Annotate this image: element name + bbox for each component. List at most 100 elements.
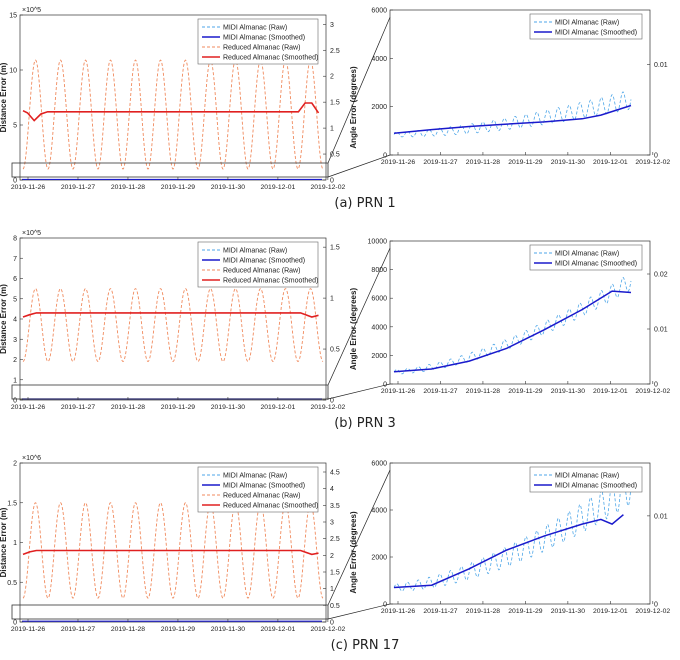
legend-box <box>529 13 643 40</box>
x-tick-label: 2019-11-30 <box>211 184 245 191</box>
x-tick-label: 2019-12-01 <box>593 608 628 615</box>
legend-entry: Reduced Almanac (Smoothed) <box>223 55 318 62</box>
y2-tick-label: 3 <box>330 520 334 527</box>
connector-line <box>327 248 391 386</box>
x-tick-label: 2019-11-28 <box>111 626 145 633</box>
y-tick-label: 3 <box>13 337 17 344</box>
legend-entry: Reduced Almanac (Smoothed) <box>223 278 318 285</box>
series-reduced-smoothed <box>22 102 320 122</box>
caption-prn17: (c) PRN 17 <box>330 638 400 653</box>
legend-entry: MIDI Almanac (Smoothed) <box>555 30 637 37</box>
y-tick-label: 2000 <box>371 353 387 360</box>
y-exponent: ×10^6 <box>22 455 41 462</box>
x-tick-label: 2019-11-29 <box>161 404 195 411</box>
y-tick-label: 6000 <box>371 461 387 468</box>
y-tick-label: 5 <box>13 296 17 303</box>
legend-entry: MIDI Almanac (Smoothed) <box>555 483 637 490</box>
y2-tick-label: 1.5 <box>330 100 340 107</box>
x-tick-label: 2019-11-29 <box>508 608 542 615</box>
y-axis-label: Distance Error (m) <box>0 62 8 132</box>
legend-entry: MIDI Almanac (Raw) <box>223 473 287 480</box>
x-tick-label: 2019-11-28 <box>466 608 500 615</box>
legend-entry: Reduced Almanac (Smoothed) <box>223 503 318 510</box>
y2-tick-label: 0.02 <box>654 272 668 279</box>
x-tick-label: 2019-12-02 <box>635 159 670 166</box>
connector-line <box>327 154 391 178</box>
y2-tick-label: 1 <box>330 296 334 303</box>
y-tick-label: 4 <box>13 317 17 324</box>
y-tick-label: 8 <box>13 236 17 243</box>
y2-axis-label: Angle Error (degrees) <box>349 66 358 149</box>
y-exponent: ×10^5 <box>22 230 41 237</box>
y-tick-label: 1.5 <box>7 500 17 507</box>
x-tick-label: 2019-11-29 <box>508 388 542 395</box>
x-tick-label: 2019-11-29 <box>508 159 542 166</box>
x-tick-label: 2019-11-28 <box>466 159 500 166</box>
y2-tick-label: 0.01 <box>654 327 668 334</box>
chart-zoom-1: 2019-11-26 2019-11-27 2019-11-28 2019-11-29… <box>368 239 671 396</box>
x-tick-label: 2019-11-26 <box>11 404 45 411</box>
legend-entry: MIDI Almanac (Smoothed) <box>223 483 305 490</box>
y-tick-label: 4000 <box>371 56 387 63</box>
x-tick-label: 2019-11-26 <box>381 608 415 615</box>
y-tick-label: 8000 <box>371 267 387 274</box>
y2-tick-label: 2.5 <box>330 536 340 543</box>
x-tick-label: 2019-12-02 <box>310 184 345 191</box>
series-reduced-raw <box>22 59 324 170</box>
x-tick-label: 2019-11-27 <box>423 159 457 166</box>
y2-axis-label: Angle Error (degrees) <box>349 511 358 594</box>
x-tick-label: 2019-12-01 <box>261 184 296 191</box>
series-reduced-raw <box>22 288 324 363</box>
x-tick-label: 2019-11-27 <box>61 404 95 411</box>
x-tick-label: 2019-11-26 <box>381 159 415 166</box>
chart-full-0: 2019-11-26 2019-11-27 2019-11-28 2019-11-29… <box>0 7 358 191</box>
legend-entry: Reduced Almanac (Raw) <box>223 45 300 52</box>
series-midi-smoothed <box>393 290 632 373</box>
x-tick-label: 2019-11-27 <box>423 608 457 615</box>
y-tick-label: 2 <box>13 357 17 364</box>
x-tick-label: 2019-11-28 <box>466 388 500 395</box>
legend-entry: MIDI Almanac (Raw) <box>555 251 619 258</box>
y2-tick-label: 0 <box>330 178 334 185</box>
y2-tick-label: 2.5 <box>330 48 340 55</box>
legend-entry: MIDI Almanac (Raw) <box>555 20 619 27</box>
y2-tick-label: 4 <box>330 486 334 493</box>
y-tick-label: 2000 <box>371 104 387 111</box>
y2-tick-label: 1.5 <box>330 245 340 252</box>
y-tick-label: 2000 <box>371 555 387 562</box>
y-tick-label: 10 <box>9 68 17 75</box>
legend-entry: MIDI Almanac (Raw) <box>223 25 287 32</box>
x-tick-label: 2019-11-28 <box>111 184 145 191</box>
x-tick-label: 2019-12-01 <box>593 388 628 395</box>
legend-entry: MIDI Almanac (Smoothed) <box>223 258 305 265</box>
x-tick-label: 2019-11-30 <box>551 159 585 166</box>
y-tick-label: 4000 <box>371 324 387 331</box>
y2-tick-label: 0.5 <box>330 603 340 610</box>
x-tick-label: 2019-11-27 <box>423 388 457 395</box>
y-axis-label: Distance Error (m) <box>0 507 8 577</box>
y2-tick-label: 0 <box>330 398 334 405</box>
zoom-box <box>11 604 329 620</box>
y2-tick-label: 0.5 <box>330 152 340 159</box>
x-tick-label: 2019-11-27 <box>61 184 95 191</box>
y2-tick-label: 3 <box>330 22 334 29</box>
y-tick-label: 6000 <box>371 8 387 15</box>
y-tick-label: 0 <box>383 153 387 160</box>
chart-full-2: 2019-11-26 2019-11-27 2019-11-28 2019-11-29… <box>0 455 358 633</box>
y-tick-label: 0.5 <box>7 580 17 587</box>
y2-tick-label: 0 <box>654 602 658 609</box>
connector-line <box>327 17 391 164</box>
x-tick-label: 2019-11-30 <box>211 626 245 633</box>
chart-full-1: 2019-11-26 2019-11-27 2019-11-28 2019-11-29… <box>0 230 358 411</box>
x-tick-label: 2019-11-30 <box>551 388 585 395</box>
legend-box <box>529 466 643 493</box>
y2-tick-label: 1.5 <box>330 570 340 577</box>
caption-prn3: (b) PRN 3 <box>334 416 396 431</box>
y-tick-label: 0 <box>13 620 17 627</box>
y2-tick-label: 4.5 <box>330 470 340 477</box>
series-midi-raw <box>393 474 632 592</box>
y2-tick-label: 0 <box>654 382 658 389</box>
series-midi-raw <box>393 276 632 375</box>
legend-entry: MIDI Almanac (Smoothed) <box>555 261 637 268</box>
